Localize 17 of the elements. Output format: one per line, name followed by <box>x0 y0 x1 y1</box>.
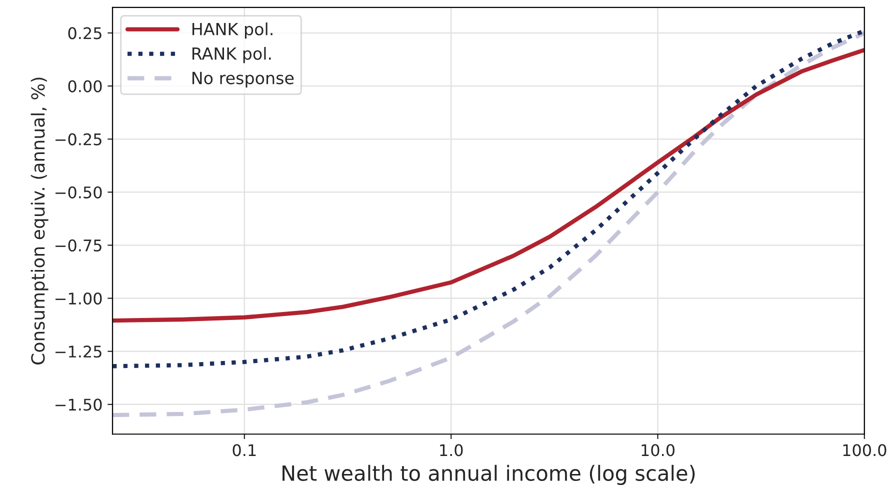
y-tick-label: 0.00 <box>68 80 102 92</box>
y-tick-label: 0.25 <box>68 27 102 40</box>
y-tick-label: −1.50 <box>56 398 102 411</box>
x-tick-label: 0.1 <box>232 444 256 456</box>
x-tick-label: 1.0 <box>440 444 463 456</box>
y-axis-title: Consumption equiv. (annual, %) <box>30 78 48 364</box>
y-tick-label: −1.25 <box>56 346 102 358</box>
y-tick-label: −0.25 <box>56 133 102 146</box>
legend-label: HANK pol. <box>192 22 272 39</box>
legend-label: RANK pol. <box>192 46 271 64</box>
x-tick-label: 100.0 <box>843 444 886 456</box>
y-tick-label: −1.00 <box>56 292 102 305</box>
x-axis-title: Net wealth to annual income (log scale) <box>282 464 695 486</box>
legend-label: No response <box>192 72 294 88</box>
y-tick-label: −0.50 <box>56 186 102 198</box>
x-tick-label: 10.0 <box>642 444 674 456</box>
y-tick-label: −0.75 <box>56 239 102 252</box>
